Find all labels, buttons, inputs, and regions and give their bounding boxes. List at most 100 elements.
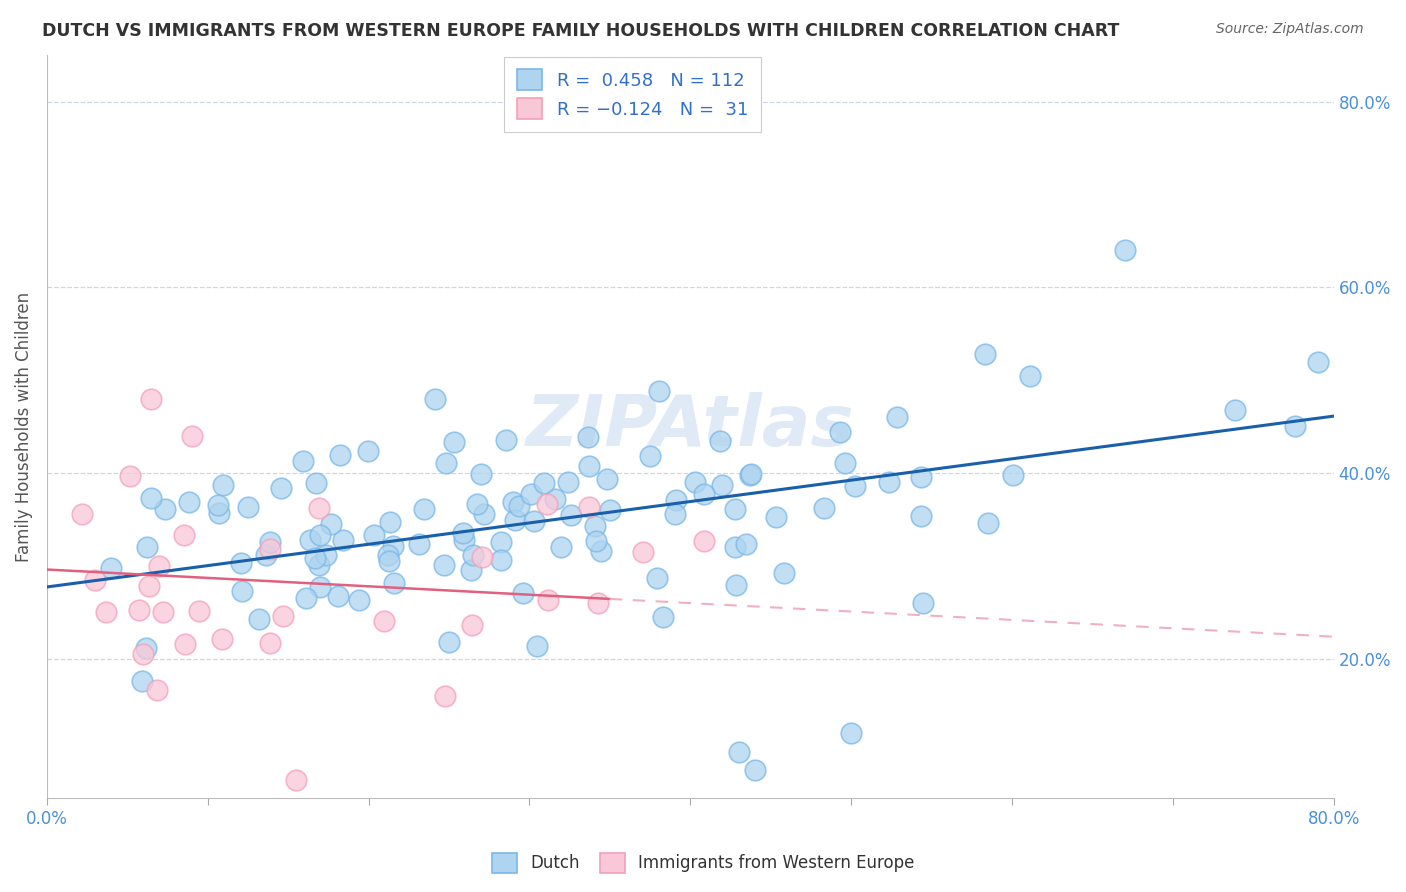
Point	[382, 539, 405, 553]
Point	[332, 533, 354, 548]
Point	[443, 435, 465, 450]
Point	[72, 508, 94, 522]
Point	[1306, 354, 1329, 368]
Point	[709, 434, 731, 449]
Point	[413, 502, 436, 516]
Point	[586, 596, 609, 610]
Y-axis label: Family Households with Children: Family Households with Children	[15, 292, 32, 562]
Point	[152, 605, 174, 619]
Point	[238, 500, 260, 514]
Point	[508, 499, 530, 513]
Point	[578, 430, 600, 444]
Point	[523, 515, 546, 529]
Point	[373, 614, 395, 628]
Point	[308, 501, 330, 516]
Point	[591, 544, 613, 558]
Point	[834, 456, 856, 470]
Point	[560, 508, 582, 523]
Point	[461, 618, 484, 632]
Point	[363, 528, 385, 542]
Point	[526, 639, 548, 653]
Point	[583, 519, 606, 533]
Point	[132, 647, 155, 661]
Point	[886, 410, 908, 425]
Point	[711, 478, 734, 492]
Point	[910, 470, 932, 484]
Point	[309, 581, 332, 595]
Point	[839, 726, 862, 740]
Point	[231, 557, 253, 571]
Point	[128, 603, 150, 617]
Point	[1002, 468, 1025, 483]
Point	[693, 487, 716, 501]
Point	[173, 527, 195, 541]
Point	[489, 535, 512, 549]
Point	[773, 566, 796, 580]
Point	[138, 579, 160, 593]
Point	[879, 475, 901, 489]
Point	[180, 429, 202, 443]
Point	[460, 563, 482, 577]
Point	[135, 640, 157, 655]
Point	[470, 467, 492, 481]
Point	[305, 475, 328, 490]
Point	[453, 533, 475, 547]
Point	[270, 481, 292, 495]
Point	[578, 458, 600, 473]
Point	[179, 494, 201, 508]
Point	[207, 498, 229, 512]
Point	[1223, 403, 1246, 417]
Point	[489, 553, 512, 567]
Point	[451, 525, 474, 540]
Point	[212, 478, 235, 492]
Point	[309, 527, 332, 541]
Legend: R =  0.458   N = 112, R = −0.124   N =  31: R = 0.458 N = 112, R = −0.124 N = 31	[505, 57, 761, 132]
Point	[472, 508, 495, 522]
Point	[533, 475, 555, 490]
Point	[319, 516, 342, 531]
Point	[734, 537, 756, 551]
Point	[744, 764, 766, 778]
Point	[304, 551, 326, 566]
Point	[738, 467, 761, 482]
Point	[471, 549, 494, 564]
Point	[329, 448, 352, 462]
Point	[495, 434, 517, 448]
Point	[664, 507, 686, 521]
Point	[308, 558, 330, 573]
Legend: Dutch, Immigrants from Western Europe: Dutch, Immigrants from Western Europe	[485, 847, 921, 880]
Point	[254, 549, 277, 563]
Point	[377, 554, 399, 568]
Point	[585, 534, 607, 549]
Point	[683, 475, 706, 489]
Point	[135, 540, 157, 554]
Point	[100, 561, 122, 575]
Point	[765, 510, 787, 524]
Point	[550, 540, 572, 554]
Point	[844, 479, 866, 493]
Point	[912, 596, 935, 610]
Text: Source: ZipAtlas.com: Source: ZipAtlas.com	[1216, 22, 1364, 37]
Point	[357, 443, 380, 458]
Point	[84, 574, 107, 588]
Point	[578, 500, 600, 514]
Point	[436, 456, 458, 470]
Point	[664, 492, 686, 507]
Point	[976, 516, 998, 530]
Point	[502, 495, 524, 509]
Point	[830, 425, 852, 439]
Point	[211, 632, 233, 646]
Point	[208, 506, 231, 520]
Point	[326, 589, 349, 603]
Point	[174, 637, 197, 651]
Point	[651, 610, 673, 624]
Point	[141, 392, 163, 406]
Point	[640, 449, 662, 463]
Point	[557, 475, 579, 490]
Point	[118, 468, 141, 483]
Point	[536, 497, 558, 511]
Point	[724, 540, 747, 554]
Point	[259, 535, 281, 549]
Point	[693, 534, 716, 549]
Point	[434, 689, 457, 703]
